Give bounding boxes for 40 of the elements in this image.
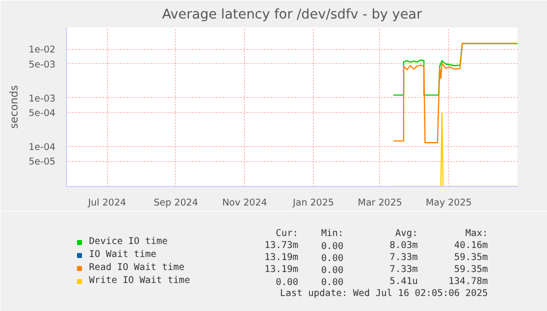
text: 13.19m xyxy=(264,264,299,275)
y-axis-title: seconds xyxy=(8,84,21,129)
y-tick-label: 5e-03 xyxy=(28,59,56,70)
x-tick-label: Mar 2025 xyxy=(358,198,402,208)
text: 7.33m xyxy=(390,252,418,263)
x-tick-label: May 2025 xyxy=(426,198,472,208)
legend-label: IO Wait time xyxy=(89,249,156,260)
legend-label: Device IO time xyxy=(89,236,168,247)
y-tick-label: 1e-03 xyxy=(28,93,56,104)
y-tick-label: 5e-04 xyxy=(28,108,56,119)
y-tick-label: 1e-04 xyxy=(28,142,56,153)
text: 5.41u xyxy=(390,276,418,287)
legend-label: Read IO Wait time xyxy=(89,262,184,273)
y-tick-label: 5e-05 xyxy=(28,156,56,168)
text: Cur: xyxy=(276,228,298,239)
text: Avg: xyxy=(395,228,418,239)
text: 0.00 xyxy=(321,241,344,252)
text: 40.16m xyxy=(454,240,488,251)
text: Max: xyxy=(465,228,488,239)
text: 59.35m xyxy=(454,252,488,263)
text: Last update: Wed Jul 16 02:05:06 2025 xyxy=(280,288,488,299)
x-tick-label: Sep 2024 xyxy=(154,198,198,208)
text: 0.00 xyxy=(321,253,344,264)
text: 13.19m xyxy=(264,252,299,263)
text: 7.33m xyxy=(390,264,418,275)
text: 13.73m xyxy=(264,240,299,251)
y-tick-label: 1e-02 xyxy=(28,44,56,56)
text: 0.00 xyxy=(321,265,344,276)
chart-title: Average latency for /dev/sdfv - by year xyxy=(162,8,422,22)
text: 0.00 xyxy=(276,277,299,288)
text: 0.00 xyxy=(321,277,344,288)
text: Min: xyxy=(321,228,344,239)
text: 134.78m xyxy=(448,276,488,287)
line-series xyxy=(392,42,518,144)
legend-label: Write IO Wait time xyxy=(89,275,190,286)
text: 59.35m xyxy=(454,264,488,275)
text: 8.03m xyxy=(390,240,418,251)
x-tick-label: Nov 2024 xyxy=(222,198,268,208)
x-tick-label: Jan 2025 xyxy=(292,198,334,208)
x-tick-label: Jul 2024 xyxy=(87,198,126,208)
